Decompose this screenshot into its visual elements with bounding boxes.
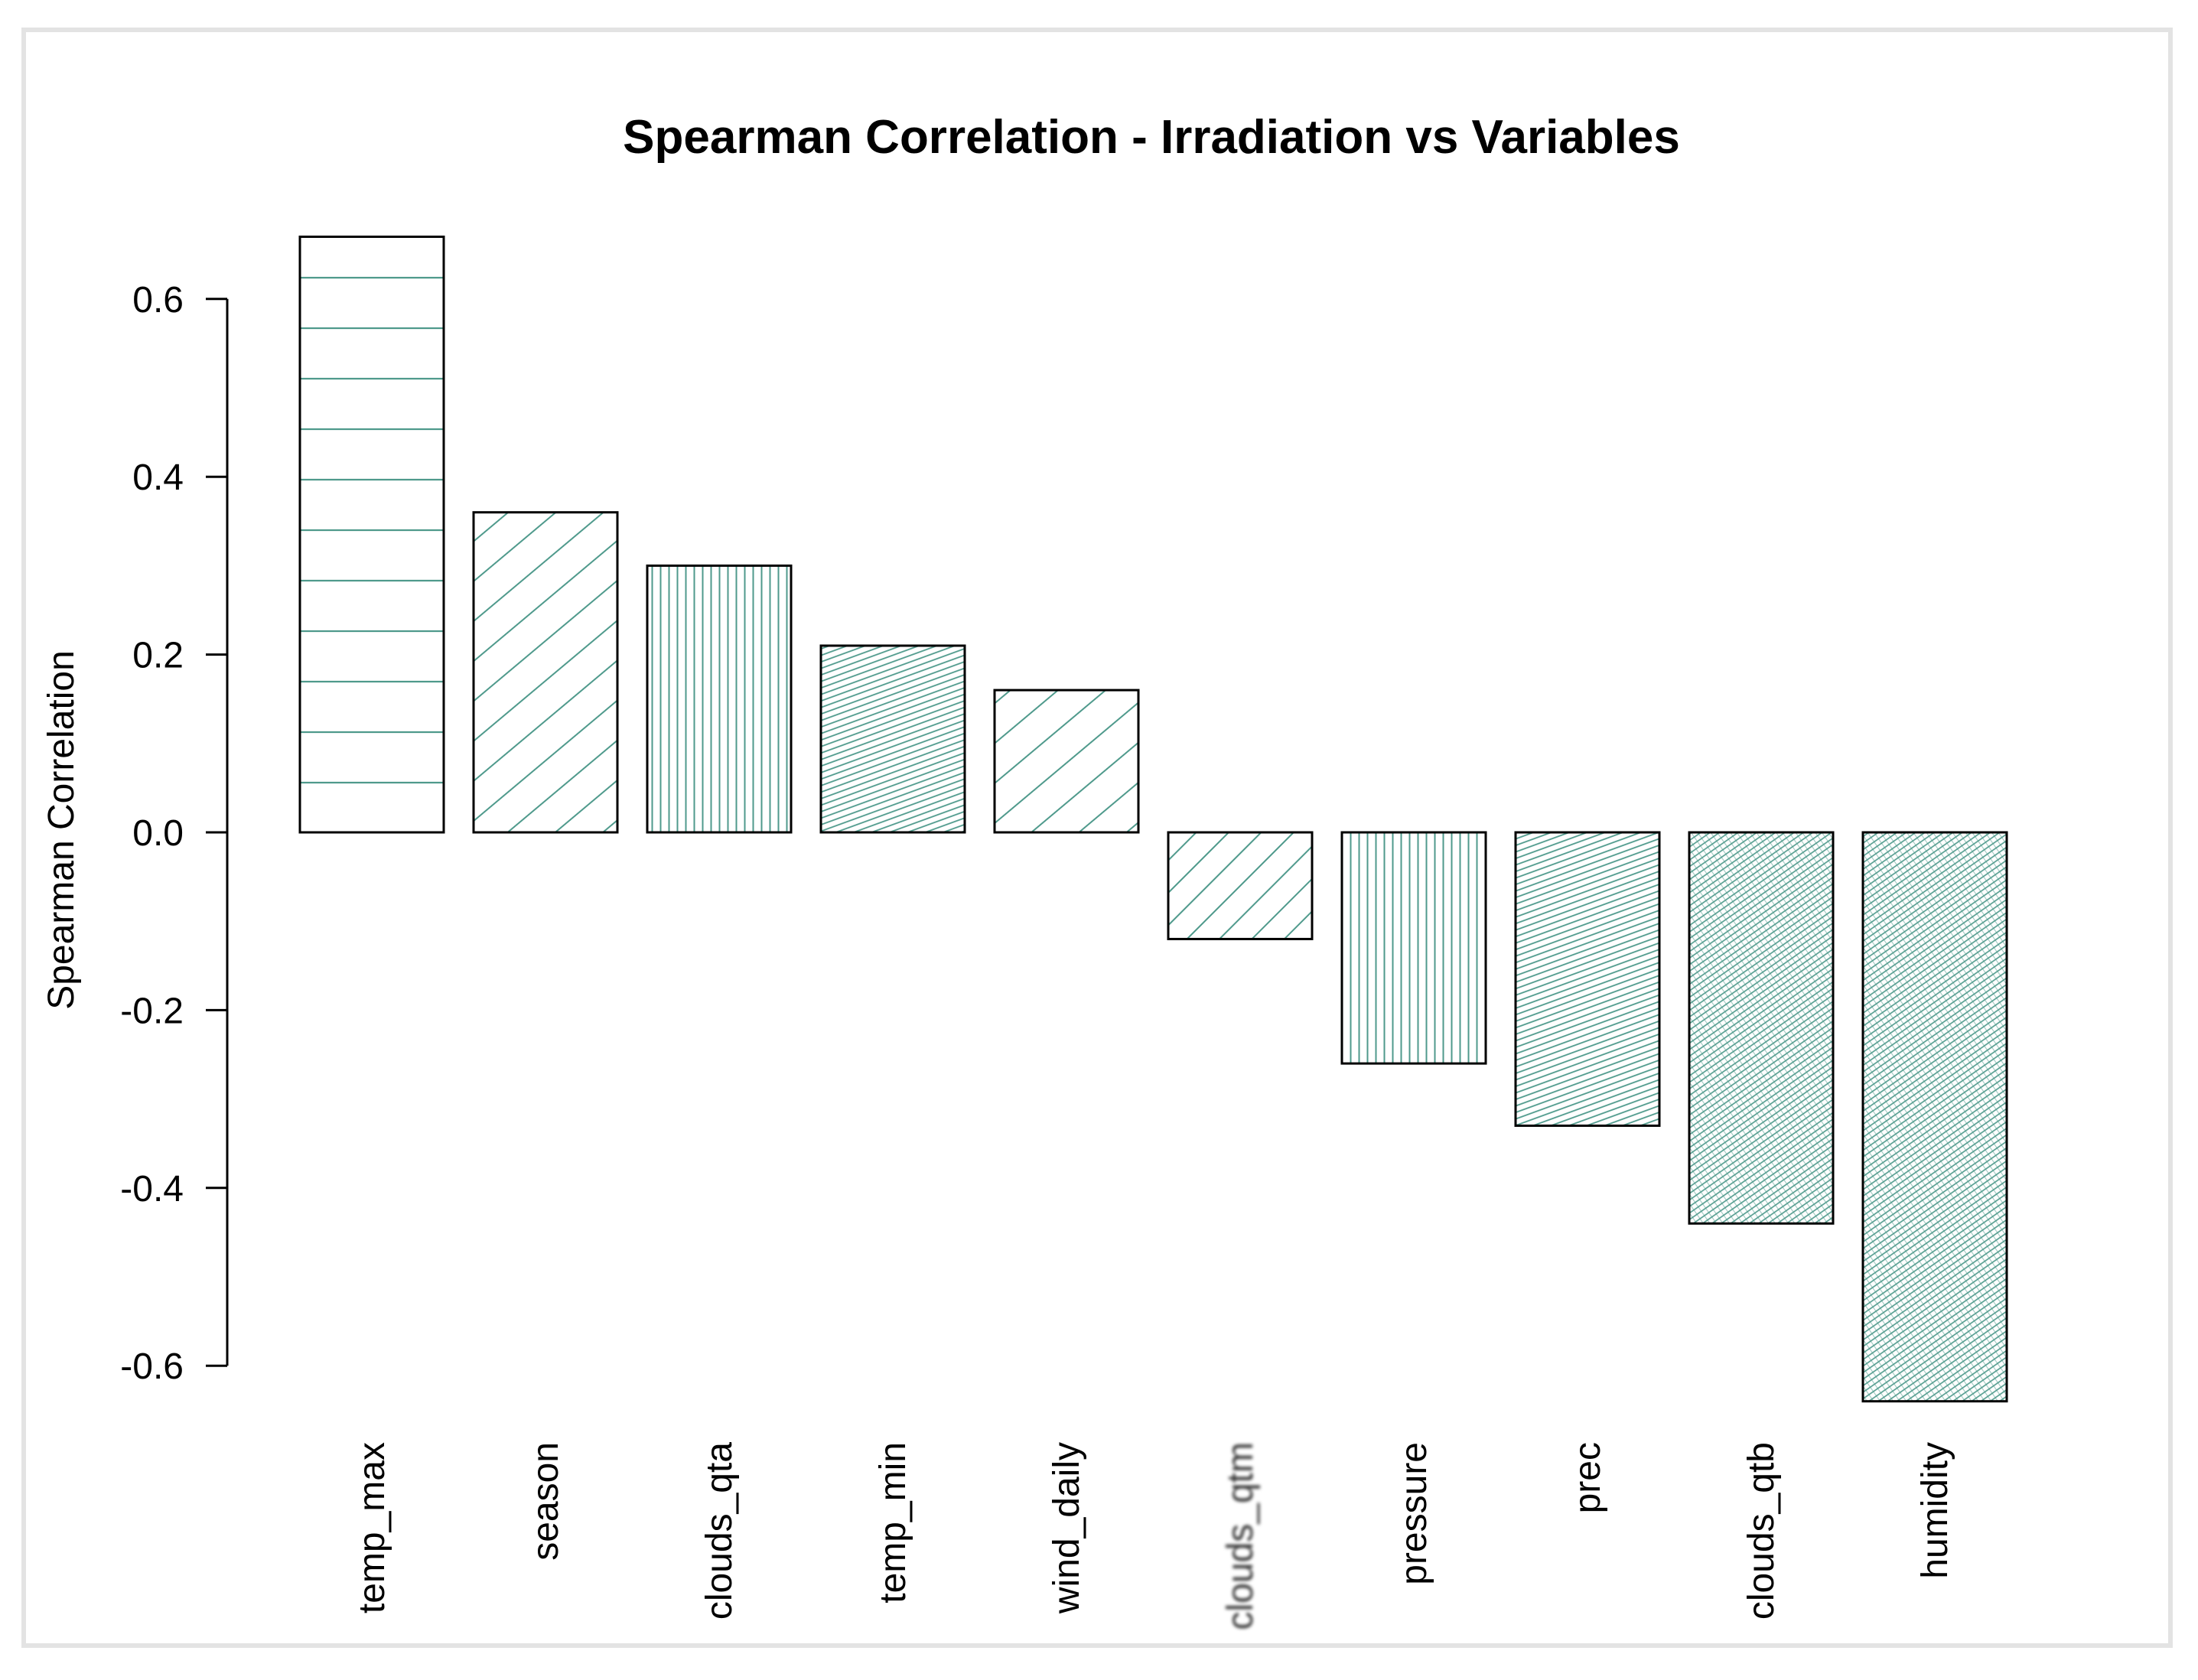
bar-temp_max — [298, 235, 445, 834]
bar-clouds_qta — [646, 564, 793, 834]
bar-clouds_qtm — [1167, 831, 1314, 940]
y-axis: 0.6 0.4 0.2 0.0 -0.2 -0.4 -0.6 — [120, 280, 229, 1387]
x-tick-label-clouds_qtb: clouds_qtb — [1741, 1442, 1782, 1620]
y-tick-label: -0.6 — [120, 1346, 184, 1387]
bar-temp_min — [819, 644, 966, 834]
x-tick-label-wind_daily: wind_daily — [1047, 1442, 1087, 1614]
x-tick-label-temp_max: temp_max — [352, 1442, 392, 1613]
y-tick-label: 0.6 — [132, 280, 184, 321]
x-axis-labels: temp_max season clouds_qta temp_min wind_dai… — [352, 1442, 1955, 1630]
y-tick-label: -0.4 — [120, 1169, 184, 1210]
x-tick-label-clouds_qta: clouds_qta — [699, 1442, 740, 1620]
x-tick-label-season: season — [526, 1442, 566, 1561]
bar-humidity — [1861, 831, 2008, 1403]
y-tick-label: 0.4 — [132, 457, 184, 498]
y-axis-label: Spearman Correlation — [41, 650, 82, 1010]
x-tick-label-temp_min: temp_min — [873, 1442, 913, 1603]
x-tick-label-humidity: humidity — [1915, 1442, 1955, 1579]
bars-group — [298, 235, 2008, 1403]
x-tick-label-prec: prec — [1568, 1442, 1608, 1513]
bar-clouds_qtb — [1688, 831, 1835, 1225]
y-tick-label: 0.0 — [132, 813, 184, 854]
x-tick-label-clouds_qtm: clouds_qtm — [1220, 1442, 1261, 1630]
bar-wind_daily — [993, 689, 1140, 834]
bar-prec — [1514, 831, 1661, 1127]
bar-pressure — [1340, 831, 1487, 1065]
chart-title: Spearman Correlation - Irradiation vs Va… — [623, 111, 1680, 164]
y-tick-label: 0.2 — [132, 636, 184, 676]
y-tick-label: -0.2 — [120, 991, 184, 1031]
bar-season — [472, 511, 619, 834]
x-tick-label-pressure: pressure — [1394, 1442, 1434, 1585]
